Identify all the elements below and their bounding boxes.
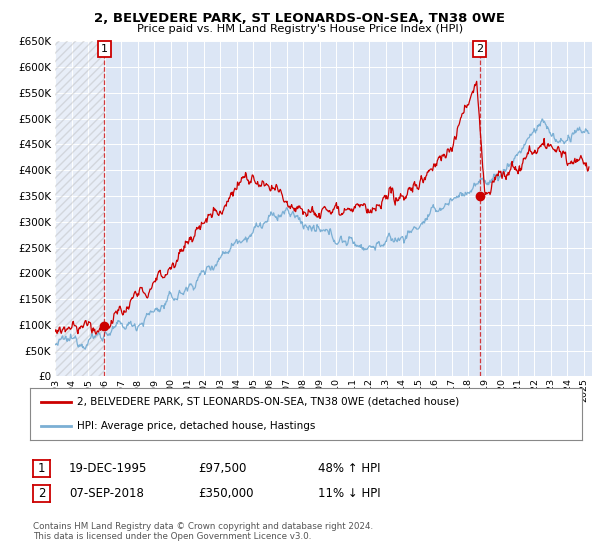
Text: 48% ↑ HPI: 48% ↑ HPI <box>318 461 380 475</box>
Text: Price paid vs. HM Land Registry's House Price Index (HPI): Price paid vs. HM Land Registry's House … <box>137 24 463 34</box>
Text: 19-DEC-1995: 19-DEC-1995 <box>69 461 148 475</box>
Text: 1: 1 <box>38 461 45 475</box>
Text: 1: 1 <box>101 44 108 54</box>
Text: £350,000: £350,000 <box>198 487 254 500</box>
Text: 11% ↓ HPI: 11% ↓ HPI <box>318 487 380 500</box>
Text: 2, BELVEDERE PARK, ST LEONARDS-ON-SEA, TN38 0WE: 2, BELVEDERE PARK, ST LEONARDS-ON-SEA, T… <box>95 12 505 25</box>
Text: 2: 2 <box>38 487 45 500</box>
Text: HPI: Average price, detached house, Hastings: HPI: Average price, detached house, Hast… <box>77 421 315 431</box>
Text: Contains HM Land Registry data © Crown copyright and database right 2024.
This d: Contains HM Land Registry data © Crown c… <box>33 522 373 542</box>
Text: 2: 2 <box>476 44 483 54</box>
Text: 07-SEP-2018: 07-SEP-2018 <box>69 487 144 500</box>
Bar <box>55 41 104 376</box>
Text: £97,500: £97,500 <box>198 461 247 475</box>
Text: 2, BELVEDERE PARK, ST LEONARDS-ON-SEA, TN38 0WE (detached house): 2, BELVEDERE PARK, ST LEONARDS-ON-SEA, T… <box>77 397 459 407</box>
